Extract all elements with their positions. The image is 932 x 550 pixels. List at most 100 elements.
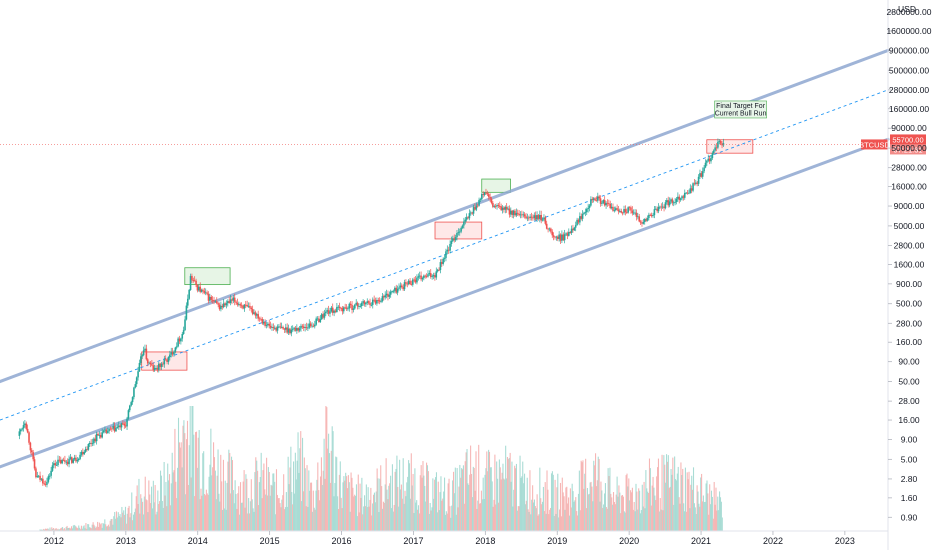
volume-bar: [153, 502, 155, 531]
volume-bar: [699, 506, 701, 531]
volume-bar: [414, 468, 416, 531]
candle-body: [435, 271, 438, 278]
volume-bar: [488, 451, 491, 531]
volume-bar: [606, 508, 608, 531]
candle-body: [635, 212, 638, 217]
candle-body: [492, 202, 494, 207]
candle-body: [432, 275, 435, 277]
volume-bar: [406, 482, 408, 531]
candle-body: [305, 327, 308, 328]
candle-body: [108, 428, 110, 432]
volume-bar: [99, 524, 101, 531]
time-axis[interactable]: 2012 2013 2014 2015 2016 2017 2018 2019 2020 2021…: [44, 531, 855, 546]
volume-bar: [111, 518, 113, 531]
candle-body: [356, 302, 359, 307]
candle-body: [681, 196, 683, 199]
volume-bar: [560, 516, 562, 531]
volume-bar: [173, 470, 175, 531]
volume-bar: [391, 464, 393, 531]
volume-bar: [323, 438, 325, 531]
volume-bar: [222, 509, 224, 531]
candle-body: [297, 328, 300, 331]
price-axis[interactable]: 2800000.00 1600000.00 900000.00 500000.00 28…: [887, 7, 932, 522]
volume-bar: [524, 504, 526, 531]
volume-bar: [698, 503, 700, 531]
volume-bar: [230, 493, 232, 531]
volume-bar: [453, 493, 455, 531]
volume-bar: [561, 477, 563, 531]
candle-body: [631, 210, 634, 214]
volume-bar: [293, 493, 296, 531]
volume-bar: [235, 494, 237, 531]
volume-bar: [385, 458, 387, 531]
volume-bar: [643, 481, 645, 531]
candle-body: [240, 305, 243, 307]
candle-body: [272, 326, 275, 328]
volume-bar: [132, 520, 134, 531]
volume-bar: [507, 459, 509, 531]
volume-bar: [687, 479, 689, 531]
volume-bar: [148, 480, 150, 531]
candle-body: [649, 214, 652, 216]
volume-bar: [184, 433, 186, 531]
volume-bar: [45, 528, 47, 531]
candle-body: [32, 452, 34, 460]
volume-bar: [257, 505, 260, 531]
volume-bar: [669, 486, 671, 531]
volume-bar: [661, 454, 663, 531]
candle-body: [570, 228, 573, 234]
volume-bar: [164, 495, 166, 531]
volume-bar: [87, 524, 89, 531]
volume-bar: [107, 524, 109, 531]
candle-body: [534, 215, 537, 220]
candle-body: [72, 459, 74, 463]
volume-bar: [691, 475, 693, 531]
candle-body: [654, 208, 657, 210]
volume-bar: [572, 491, 574, 531]
volume-bar: [257, 470, 259, 531]
volume-bar: [612, 504, 614, 531]
volume-bar: [492, 506, 494, 531]
candle-body: [119, 425, 121, 428]
volume-bar: [563, 496, 565, 531]
volume-bar: [633, 501, 635, 531]
volume-bar: [179, 447, 181, 531]
candle-body: [498, 205, 501, 207]
candle-body: [109, 428, 112, 430]
candle-body: [65, 461, 68, 463]
candle-body: [66, 461, 69, 465]
volume-bar: [676, 473, 678, 531]
x-tick-label: 2019: [547, 536, 567, 546]
volume-bar: [650, 505, 652, 531]
volume-bar: [707, 493, 709, 531]
volume-bar: [451, 505, 453, 531]
volume-bar: [450, 517, 452, 531]
candle-body: [30, 450, 33, 453]
volume-bar: [175, 481, 177, 531]
candle-body: [260, 318, 262, 320]
candle-body: [170, 352, 173, 355]
volume-bar: [527, 509, 529, 531]
volume-bar: [506, 456, 509, 531]
volume-bar: [165, 481, 167, 531]
candle-body: [209, 296, 211, 301]
volume-bar: [167, 463, 169, 531]
volume-bar: [138, 478, 140, 531]
candle-body: [127, 410, 130, 419]
volume-bar: [367, 487, 369, 531]
volume-bar: [702, 495, 704, 531]
volume-bar: [335, 456, 337, 531]
volume-bar: [49, 527, 51, 531]
candle-body: [189, 275, 192, 290]
volume-bar: [112, 524, 114, 531]
volume-bar: [275, 514, 277, 531]
volume-bar: [616, 476, 618, 531]
candle-body: [388, 294, 391, 297]
volume-bar: [593, 460, 595, 531]
volume-bar: [657, 458, 660, 531]
volume-bar: [623, 511, 625, 531]
volume-bar: [506, 478, 508, 531]
volume-bar: [116, 517, 118, 531]
